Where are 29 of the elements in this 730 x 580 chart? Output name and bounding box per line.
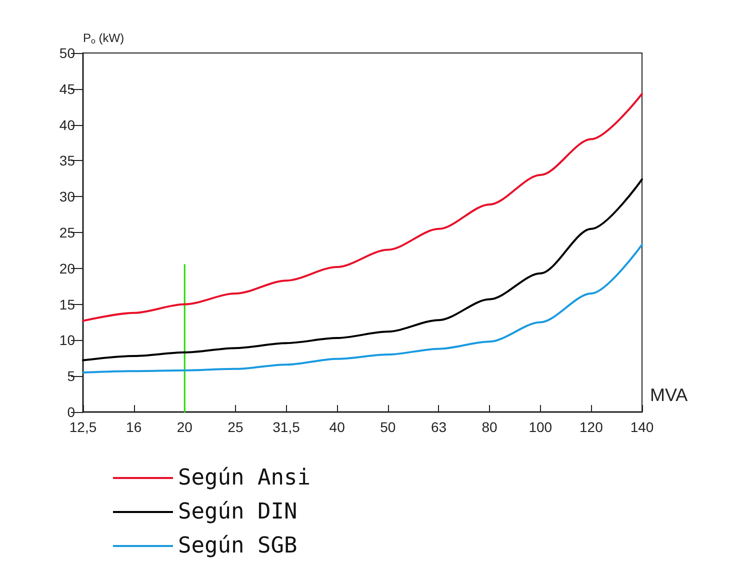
y-tick-label: 45 xyxy=(59,80,76,97)
x-tick-label: 63 xyxy=(430,419,447,435)
x-tick-label: 40 xyxy=(329,419,346,435)
line-series xyxy=(82,178,643,362)
x-tick-label: 20 xyxy=(176,419,193,435)
y-tick-label: 35 xyxy=(59,152,76,169)
y-tick-label: 20 xyxy=(59,260,76,276)
y-tick-label: 25 xyxy=(59,224,76,240)
x-tick-label: 12,5 xyxy=(69,419,97,435)
x-tick-label: 120 xyxy=(580,419,604,435)
x-tick-label: 140 xyxy=(630,419,654,435)
legend-label: Según Ansi xyxy=(178,466,310,490)
y-tick-label: 30 xyxy=(59,188,76,205)
legend-label: Según SGB xyxy=(178,534,298,558)
x-axis-title: MVA xyxy=(650,385,688,405)
y-tick-label: 10 xyxy=(59,332,76,348)
y-tick-label: 15 xyxy=(59,296,76,312)
x-tick-label: 16 xyxy=(126,419,142,435)
y-tick-label: 5 xyxy=(67,368,76,384)
x-tick-label: 31,5 xyxy=(272,419,300,435)
line-series xyxy=(82,244,643,374)
line-series xyxy=(82,92,643,322)
x-tick-label: 100 xyxy=(528,419,552,435)
x-tick-label: 50 xyxy=(380,419,396,435)
y-tick-label: 50 xyxy=(59,45,76,61)
legend-label: Según DIN xyxy=(178,500,298,524)
y-tick-label: 40 xyxy=(59,116,76,133)
x-tick-label: 25 xyxy=(228,419,244,435)
x-tick-label: 80 xyxy=(482,419,498,435)
